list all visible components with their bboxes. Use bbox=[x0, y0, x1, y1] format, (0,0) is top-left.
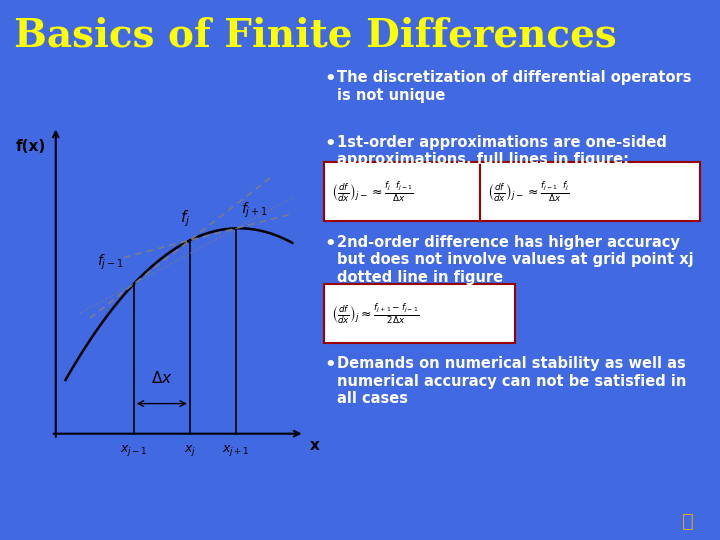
Text: •: • bbox=[324, 235, 336, 253]
Text: The discretization of differential operators
is not unique: The discretization of differential opera… bbox=[337, 70, 691, 103]
Text: •: • bbox=[324, 356, 336, 374]
Text: •: • bbox=[324, 135, 336, 153]
Text: $x_{j-1}$: $x_{j-1}$ bbox=[120, 443, 148, 458]
Text: f(x): f(x) bbox=[17, 139, 47, 154]
Text: Basics of Finite Differences: Basics of Finite Differences bbox=[14, 16, 617, 54]
Text: $f_j$: $f_j$ bbox=[180, 208, 190, 229]
Text: 🔊: 🔊 bbox=[682, 511, 693, 531]
Text: $f_{j-1}$: $f_{j-1}$ bbox=[97, 253, 124, 272]
Text: Demands on numerical stability as well as
numerical accuracy can not be satisfie: Demands on numerical stability as well a… bbox=[337, 356, 686, 406]
Text: $f_{j+1}$: $f_{j+1}$ bbox=[241, 200, 268, 220]
Text: $x_{j+1}$: $x_{j+1}$ bbox=[222, 443, 250, 458]
Text: $\left(\frac{df}{dx}\right)_{j-} \approx \frac{f_{j-1}\ \ f_j}{\Delta x}$: $\left(\frac{df}{dx}\right)_{j-} \approx… bbox=[487, 179, 570, 204]
Text: 1st-order approximations are one-sided
approximations, full lines in figure:: 1st-order approximations are one-sided a… bbox=[337, 135, 667, 167]
Text: $\left(\frac{df}{dx}\right)_{j} \approx \frac{f_{j+1} - f_{j-1}}{2\Delta x}$: $\left(\frac{df}{dx}\right)_{j} \approx … bbox=[331, 301, 420, 326]
Text: $\left(\frac{df}{dx}\right)_{j-} \approx \frac{f_j\ \ f_{j-1}}{\Delta x}$: $\left(\frac{df}{dx}\right)_{j-} \approx… bbox=[331, 179, 414, 204]
Text: $\Delta x$: $\Delta x$ bbox=[151, 369, 173, 386]
Text: •: • bbox=[324, 70, 336, 88]
Text: x: x bbox=[310, 438, 319, 453]
Text: $x_j$: $x_j$ bbox=[184, 443, 196, 458]
Text: 2nd-order difference has higher accuracy
but does not involve values at grid poi: 2nd-order difference has higher accuracy… bbox=[337, 235, 693, 285]
